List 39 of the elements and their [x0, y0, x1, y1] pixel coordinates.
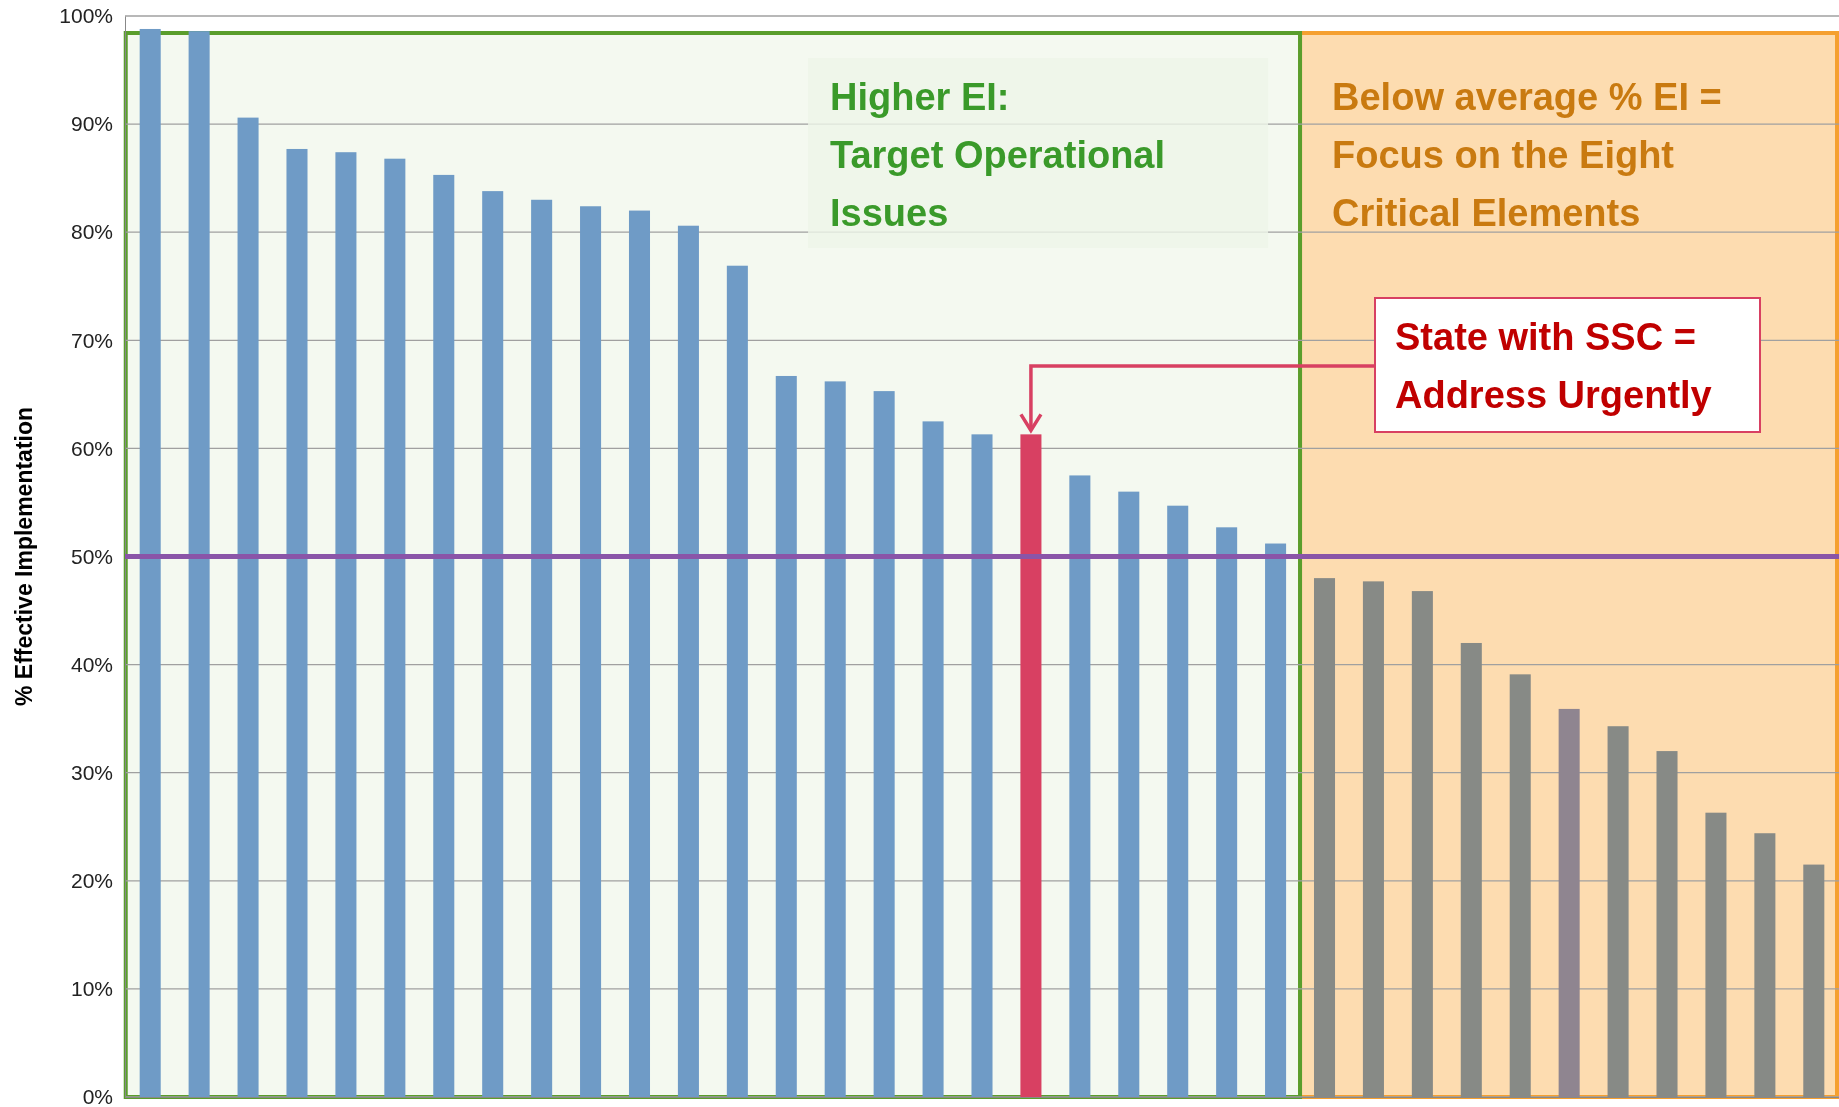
y-axis-title: % Effective Implementation [11, 406, 37, 707]
y-tick-label: 20% [70, 869, 113, 893]
annotation: Below average % EI = Focus on the Eight Critical Elements [1332, 76, 1722, 234]
bar [971, 434, 993, 1097]
bar [1020, 434, 1042, 1097]
bar [482, 191, 504, 1097]
bar [677, 225, 699, 1097]
bar [628, 210, 651, 1097]
bar [580, 206, 602, 1097]
bar [726, 265, 748, 1097]
bar [531, 199, 553, 1097]
bar [824, 381, 846, 1097]
y-tick-label: 0% [82, 1085, 113, 1107]
bar [1069, 475, 1091, 1097]
y-tick-label: 40% [70, 652, 113, 676]
bar [384, 158, 406, 1097]
bar [335, 152, 357, 1097]
bar [922, 421, 944, 1097]
bar [873, 391, 895, 1097]
y-tick-label: 50% [70, 544, 113, 568]
y-tick-label: 80% [70, 220, 113, 244]
y-tick-label: 60% [70, 436, 113, 460]
annotation: State with SSC = Address Urgently [1395, 316, 1712, 416]
y-tick-label: 100% [59, 4, 113, 28]
bar [775, 375, 797, 1097]
bar [1265, 543, 1287, 1097]
bar [1216, 527, 1238, 1097]
y-tick-label: 90% [70, 112, 113, 136]
bar [188, 31, 210, 1097]
y-tick-label: 70% [70, 328, 113, 352]
y-tick-label: 30% [70, 760, 113, 784]
bar [1167, 505, 1189, 1097]
bar [1118, 491, 1140, 1097]
bar [286, 148, 308, 1097]
annotation: Higher EI: Target Operational Issues [830, 76, 1166, 234]
bar [139, 28, 161, 1097]
bar [237, 117, 259, 1097]
bar [433, 174, 455, 1097]
y-tick-label: 10% [70, 977, 113, 1001]
